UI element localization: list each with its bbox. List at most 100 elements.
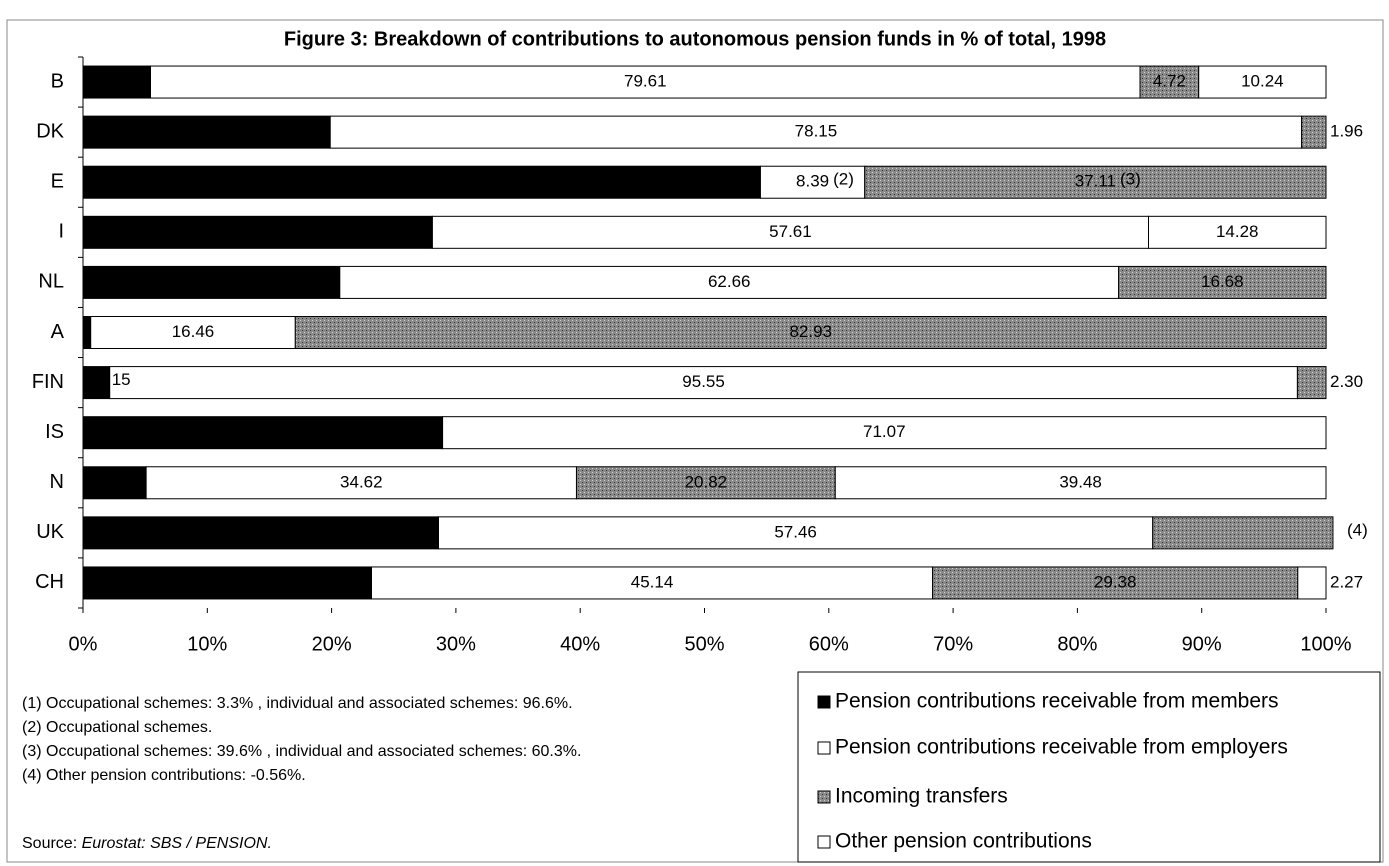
data-label: 57.61 bbox=[769, 222, 812, 241]
data-label: 16.68 bbox=[1201, 272, 1244, 291]
data-label: 45.14 bbox=[631, 572, 674, 591]
bar-segment bbox=[431, 215, 1149, 249]
bar-segment bbox=[82, 316, 92, 349]
frame bbox=[6, 19, 1384, 863]
x-tick-label: 90% bbox=[1182, 633, 1222, 655]
bar-segment bbox=[1301, 115, 1327, 149]
source: Source: Eurostat: SBS / PENSION. bbox=[22, 835, 272, 852]
bar-segment bbox=[82, 516, 439, 550]
bar-segment bbox=[1152, 516, 1334, 550]
bar-segment bbox=[329, 115, 1303, 149]
data-label: 95.55 bbox=[682, 372, 725, 391]
bar-segment bbox=[864, 165, 1327, 199]
annotation: (3) bbox=[1120, 170, 1141, 189]
data-label: 62.66 bbox=[708, 272, 751, 291]
category-label: I bbox=[58, 221, 64, 243]
legend-swatch bbox=[817, 741, 831, 755]
bar-segment bbox=[1296, 366, 1327, 400]
legend-swatch bbox=[817, 695, 831, 709]
bar-segment bbox=[1118, 265, 1327, 299]
x-tick-label: 20% bbox=[312, 633, 352, 655]
x-tick-label: 60% bbox=[809, 633, 849, 655]
bar-segment bbox=[442, 416, 1327, 450]
bar-segment bbox=[82, 115, 331, 149]
data-label: 82.93 bbox=[789, 322, 832, 341]
bar-segment bbox=[1139, 65, 1200, 99]
category-label: IS bbox=[45, 421, 64, 443]
bar-segment bbox=[371, 566, 934, 600]
x-tick-label: 10% bbox=[187, 633, 227, 655]
bar-segment bbox=[437, 516, 1154, 550]
data-label: 1.96 bbox=[1330, 122, 1363, 141]
data-label: 39.48 bbox=[1059, 472, 1102, 491]
x-tick-label: 30% bbox=[436, 633, 476, 655]
data-label: 34.62 bbox=[340, 472, 383, 491]
x-tick-label: 50% bbox=[684, 633, 724, 655]
annotation: 15 bbox=[112, 370, 131, 389]
bar-segment bbox=[82, 215, 433, 249]
bar-segment bbox=[149, 65, 1141, 99]
bar-segment bbox=[82, 416, 444, 450]
x-tick-label: 40% bbox=[560, 633, 600, 655]
data-label: 10.24 bbox=[1241, 72, 1284, 91]
bar-segment bbox=[82, 566, 373, 600]
data-label: 14.28 bbox=[1216, 222, 1259, 241]
bar-segment bbox=[82, 265, 341, 299]
footnote: (1) Occupational schemes: 3.3% , individ… bbox=[22, 695, 573, 712]
category-label: FIN bbox=[32, 371, 64, 393]
bar-segment bbox=[82, 65, 151, 99]
bar-segment bbox=[90, 316, 296, 349]
x-tick-label: 80% bbox=[1057, 633, 1097, 655]
legend-swatch bbox=[817, 835, 831, 849]
chart-title: Figure 3: Breakdown of contributions to … bbox=[284, 28, 1106, 50]
category-label: NL bbox=[38, 271, 64, 293]
data-label: 2.27 bbox=[1330, 572, 1363, 591]
data-label: 78.15 bbox=[795, 122, 838, 141]
x-tick-label: 70% bbox=[933, 633, 973, 655]
bar-segment bbox=[339, 265, 1120, 299]
data-label: 29.38 bbox=[1094, 572, 1137, 591]
legend-label: Incoming transfers bbox=[835, 785, 1008, 808]
data-label: 4.72 bbox=[1153, 72, 1186, 91]
category-label: A bbox=[51, 321, 65, 343]
bar-segment bbox=[109, 366, 1298, 400]
legend-box bbox=[797, 671, 1381, 863]
footnote: (2) Occupational schemes. bbox=[22, 719, 212, 736]
category-label: UK bbox=[36, 521, 64, 543]
data-label: 71.07 bbox=[863, 422, 906, 441]
legend-label: Pension contributions receivable from em… bbox=[835, 736, 1288, 759]
footnote: (4) Other pension contributions: -0.56%. bbox=[22, 767, 306, 784]
data-label: 37.11 bbox=[1075, 172, 1116, 191]
category-label: N bbox=[50, 471, 64, 493]
annotation: (4) bbox=[1347, 520, 1368, 539]
category-label: CH bbox=[35, 571, 64, 593]
data-label: 2.30 bbox=[1330, 372, 1363, 391]
data-label: 79.61 bbox=[624, 72, 667, 91]
bar-segment bbox=[82, 466, 147, 500]
x-tick-label: 100% bbox=[1300, 633, 1351, 655]
category-label: B bbox=[51, 70, 64, 92]
bar-segment bbox=[575, 466, 836, 500]
bar-segment bbox=[1147, 215, 1327, 249]
legend-swatch bbox=[817, 790, 831, 804]
bar-segment bbox=[834, 466, 1327, 500]
bar-segment bbox=[294, 316, 1327, 349]
source-text: Eurostat: SBS / PENSION. bbox=[82, 835, 272, 852]
bar-segment bbox=[82, 165, 761, 199]
annotation: (2) bbox=[833, 170, 854, 189]
footnote: (3) Occupational schemes: 39.6% , indivi… bbox=[22, 743, 581, 760]
bar-segment bbox=[1297, 566, 1327, 600]
data-label: 20.82 bbox=[685, 472, 728, 491]
category-label: DK bbox=[36, 120, 64, 142]
bar-segment bbox=[1198, 65, 1327, 99]
bar-segment bbox=[82, 366, 111, 400]
source-label: Source: bbox=[22, 835, 77, 852]
data-label: 57.46 bbox=[774, 522, 817, 541]
data-label: 16.46 bbox=[172, 322, 215, 341]
data-label: 8.39 bbox=[796, 172, 829, 191]
bar-segment bbox=[932, 566, 1299, 600]
x-tick-label: 0% bbox=[69, 633, 98, 655]
legend-label: Other pension contributions bbox=[835, 830, 1092, 853]
category-label: E bbox=[51, 171, 64, 193]
